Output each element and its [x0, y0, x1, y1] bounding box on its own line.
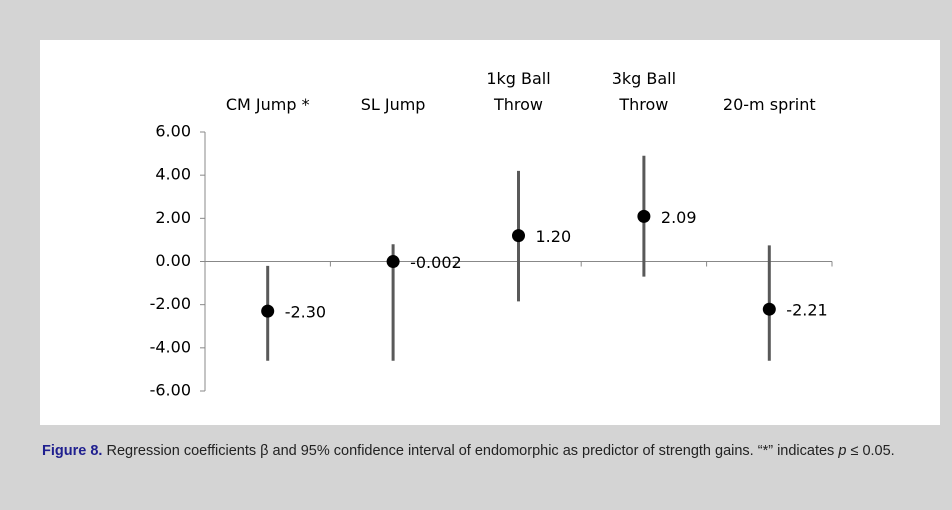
point	[762, 302, 776, 316]
data-label: -0.002	[410, 253, 462, 272]
y-tick-label: 0.00	[155, 251, 191, 270]
point	[637, 209, 651, 223]
y-tick-label: 6.00	[155, 122, 191, 141]
y-tick-label: -6.00	[150, 381, 191, 400]
category-label: SL Jump	[360, 95, 426, 114]
caption-tail: ≤ 0.05.	[850, 443, 895, 459]
y-tick-label: 2.00	[155, 208, 191, 227]
data-label: 1.20	[536, 227, 572, 246]
data-label: -2.21	[786, 301, 827, 320]
point	[386, 255, 400, 269]
category-label: 3kg Ball Throw	[611, 69, 677, 114]
y-tick-label: 4.00	[155, 165, 191, 184]
category-label: 20-m sprint	[722, 95, 816, 114]
data-label: -2.30	[285, 303, 326, 322]
category-label: 1kg Ball Throw	[486, 69, 551, 114]
y-tick-label: -2.00	[150, 294, 191, 313]
caption-text: Regression coefficients β and 95% confid…	[106, 443, 835, 459]
caption: Figure 8. Regression coefficients β and …	[42, 440, 932, 462]
data-label: 2.09	[661, 208, 697, 227]
category-label: CM Jump *	[225, 95, 310, 114]
point	[512, 229, 525, 243]
y-tick-label: -4.00	[150, 337, 191, 356]
plot-panel	[40, 40, 940, 425]
caption-label: Figure 8.	[42, 443, 103, 459]
point	[261, 304, 275, 318]
caption-italic: p	[838, 443, 847, 459]
